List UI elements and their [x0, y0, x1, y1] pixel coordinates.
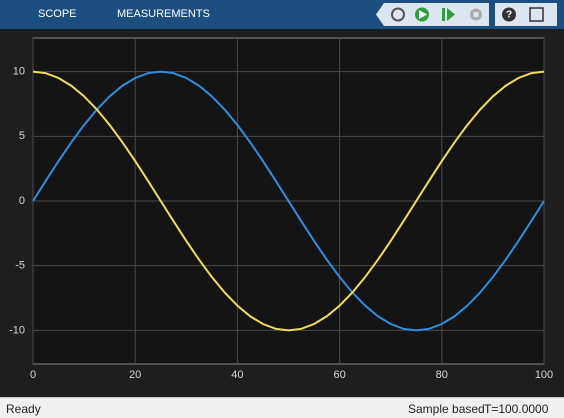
toolbar: SCOPE MEASUREMENTS ?	[0, 0, 564, 29]
y-tick-label: 0	[19, 195, 25, 207]
y-tick-label: 5	[19, 130, 25, 142]
scope-tab[interactable]: SCOPE	[38, 8, 77, 20]
measurements-tab[interactable]: MEASUREMENTS	[117, 8, 210, 20]
run-group	[376, 3, 489, 26]
x-tick-label: 60	[333, 369, 345, 381]
stop-glyph	[473, 12, 479, 17]
help-glyph: ?	[506, 10, 512, 21]
settings-icon[interactable]	[391, 7, 405, 22]
x-tick-label: 80	[436, 369, 448, 381]
status-text: Ready	[6, 402, 41, 416]
help-icon[interactable]	[502, 7, 516, 22]
toolbar-icons: ?	[376, 3, 557, 26]
y-tick-label: -5	[15, 260, 25, 272]
x-tick-label: 40	[231, 369, 243, 381]
x-tick-label: 100	[535, 369, 553, 381]
signal-line	[32, 70, 545, 332]
sim-time: T=100.0000	[484, 402, 549, 416]
x-tick-label: 0	[30, 369, 36, 381]
sample-mode: Sample based	[408, 402, 485, 416]
step-glyph	[447, 8, 455, 21]
step-icon[interactable]	[442, 8, 445, 21]
undock-icon[interactable]	[529, 7, 544, 22]
run-glyph	[419, 10, 427, 19]
y-tick-label: -10	[9, 324, 25, 336]
status-bar: Ready Sample based T=100.0000	[0, 397, 564, 418]
x-tick-label: 20	[129, 369, 141, 381]
signal-line	[32, 70, 545, 332]
y-tick-label: 10	[13, 66, 25, 78]
